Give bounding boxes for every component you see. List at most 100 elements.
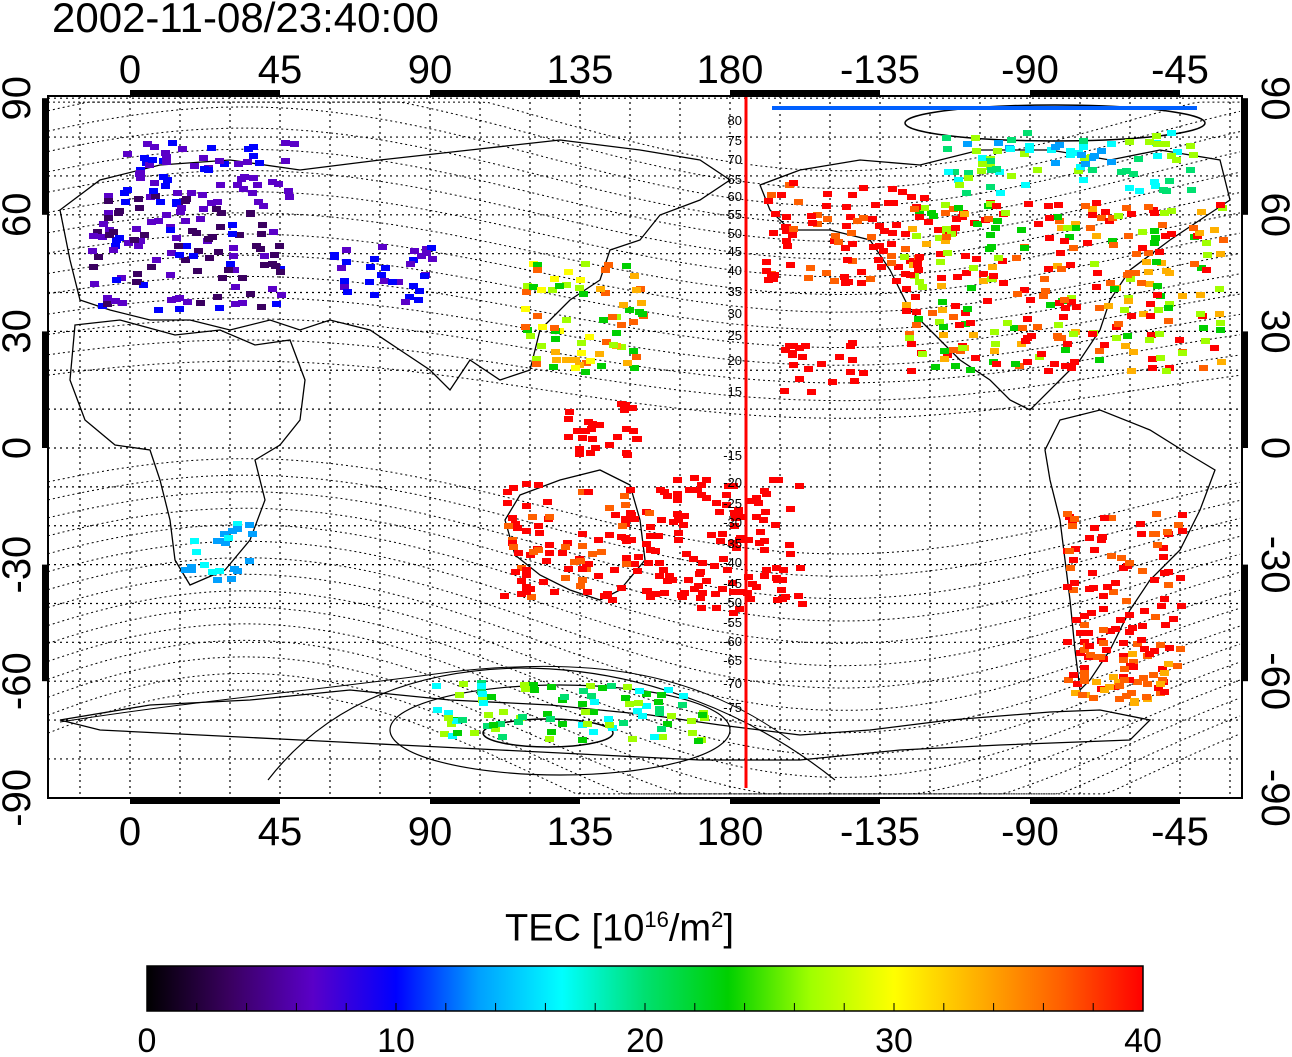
tec-cell: [1120, 677, 1129, 683]
tec-cell: [712, 605, 721, 611]
tec-cell: [1099, 640, 1108, 646]
tec-cell: [618, 523, 627, 529]
tec-cell: [561, 575, 570, 581]
tec-cell: [578, 737, 587, 743]
tec-cell: [999, 280, 1008, 286]
tec-cell: [798, 601, 807, 607]
tec-cell: [552, 357, 561, 363]
tec-cell: [337, 265, 346, 271]
tec-cell: [550, 589, 559, 595]
tec-cell: [762, 268, 771, 274]
tec-cell: [257, 304, 266, 310]
tec-cell: [1148, 356, 1157, 362]
tec-cell: [822, 203, 831, 209]
tec-cell: [978, 155, 987, 161]
tec-cell: [1197, 265, 1206, 271]
tec-cell: [233, 521, 242, 527]
tec-cell: [857, 280, 866, 286]
tec-cell: [406, 261, 415, 267]
tec-cell: [491, 726, 500, 732]
tec-cell: [901, 246, 910, 252]
isoline-label: 25: [728, 328, 742, 343]
tec-cell: [1138, 229, 1147, 235]
tec-cell: [1137, 531, 1146, 537]
tec-cell: [150, 144, 159, 150]
tec-cell: [522, 503, 531, 509]
tec-cell: [578, 722, 587, 728]
tec-cell: [199, 206, 208, 212]
tec-cell: [688, 730, 697, 736]
tec-cell: [1117, 555, 1126, 561]
tec-cell: [498, 734, 507, 740]
tec-cell: [1126, 663, 1135, 669]
tec-cell: [249, 153, 258, 159]
isoline: [47, 672, 1241, 795]
tec-cell: [1093, 654, 1102, 660]
tec-cell: [1011, 361, 1020, 367]
lat-label-left: 30: [0, 309, 39, 354]
tec-cell: [146, 194, 155, 200]
tec-cell: [1074, 168, 1083, 174]
tec-cell: [522, 289, 531, 295]
tec-cell: [1139, 675, 1148, 681]
tec-cell: [1034, 221, 1043, 227]
tec-cell: [513, 525, 522, 531]
tec-cell: [1147, 332, 1156, 338]
tec-cell: [132, 279, 141, 285]
isoline-label: -65: [723, 653, 742, 668]
tec-cell: [1153, 542, 1162, 548]
tec-cell: [655, 706, 664, 712]
tec-cell: [103, 295, 112, 301]
tec-cell: [1017, 227, 1026, 233]
tec-cell: [405, 294, 414, 300]
tec-cell: [656, 487, 665, 493]
tec-cell: [728, 540, 737, 546]
tec-cell: [1199, 365, 1208, 371]
tec-cell: [388, 279, 397, 285]
tec-cell: [986, 232, 995, 238]
tec-cell: [949, 206, 958, 212]
tec-cell: [830, 278, 839, 284]
tec-cell: [642, 703, 651, 709]
tec-cell: [678, 594, 687, 600]
tec-cell: [613, 434, 622, 440]
tec-cell: [183, 299, 192, 305]
tec-cell: [1033, 324, 1042, 330]
tec-cell: [1160, 210, 1169, 216]
tec-cell: [284, 188, 293, 194]
tec-cell: [245, 558, 254, 564]
isoline-label: 35: [728, 284, 742, 299]
tec-cell: [586, 450, 595, 456]
tec-cell: [1045, 235, 1054, 241]
tec-cell: [342, 259, 351, 265]
tec-cell: [237, 176, 246, 182]
tec-cell: [623, 360, 632, 366]
tec-cell: [130, 237, 139, 243]
tec-cell: [729, 483, 738, 489]
tec-cell: [1196, 311, 1205, 317]
tec-cell: [779, 567, 788, 573]
tec-cell: [1154, 307, 1163, 313]
tec-cell: [1127, 690, 1136, 696]
tec-cell: [571, 365, 580, 371]
tec-cell: [1153, 283, 1162, 289]
tec-cell: [941, 238, 950, 244]
tec-cell: [1054, 202, 1063, 208]
tec-cell: [993, 218, 1002, 224]
tec-cell: [770, 272, 779, 278]
tec-cell: [1129, 171, 1138, 177]
isoline: [47, 656, 1241, 795]
isoline: [47, 106, 1241, 207]
tec-cell: [1076, 164, 1085, 170]
tec-cell: [617, 322, 626, 328]
tec-cell: [622, 561, 631, 567]
tec-cell: [121, 199, 130, 205]
tec-cell: [938, 299, 947, 305]
tec-cell: [1021, 182, 1030, 188]
tec-cell: [1140, 608, 1149, 614]
tec-cell: [1018, 325, 1027, 331]
tec-cell: [161, 183, 170, 189]
tec-cell: [508, 540, 517, 546]
tec-cell: [89, 233, 98, 239]
bottom-edge-bar: [730, 798, 880, 804]
